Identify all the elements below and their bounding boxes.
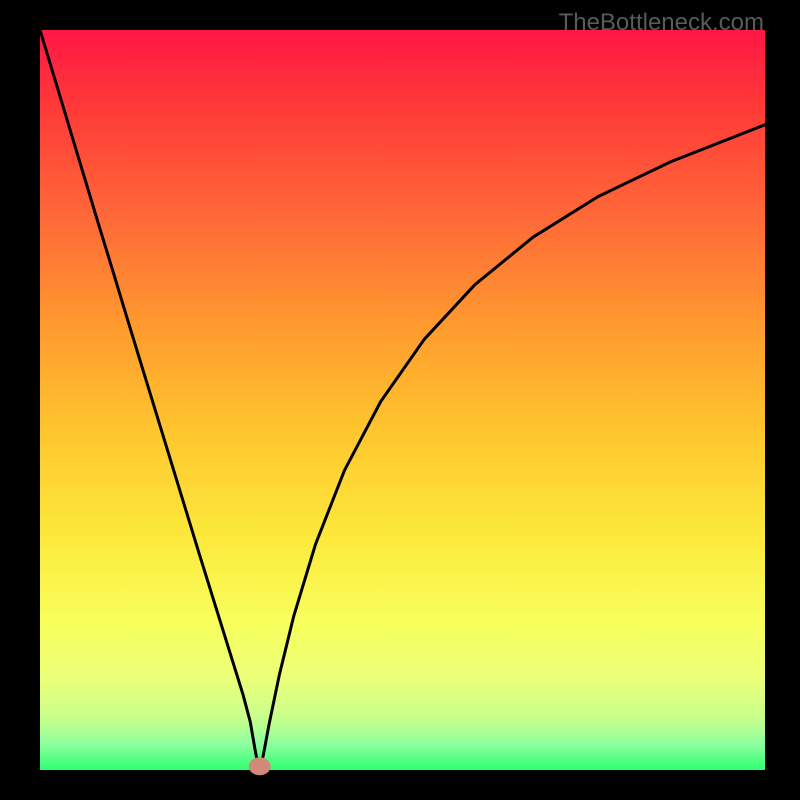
watermark: TheBottleneck.com [559,9,764,36]
chart-frame: TheBottleneck.com [0,0,800,800]
plot-area [40,30,765,770]
optimum-marker [249,757,271,775]
